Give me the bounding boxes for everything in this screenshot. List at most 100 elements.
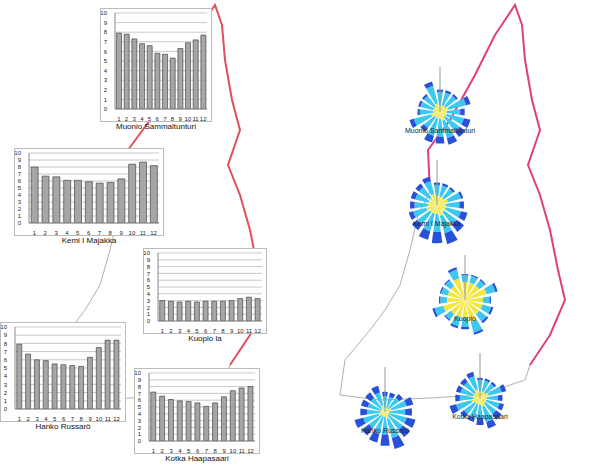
svg-text:11: 11 <box>239 448 246 453</box>
svg-text:8: 8 <box>147 264 151 270</box>
svg-text:1: 1 <box>117 116 121 121</box>
svg-text:8: 8 <box>104 29 108 35</box>
svg-text:7: 7 <box>163 116 167 121</box>
svg-text:7: 7 <box>138 391 142 397</box>
svg-text:5: 5 <box>53 416 57 421</box>
svg-text:2: 2 <box>44 230 48 235</box>
svg-text:6: 6 <box>155 116 159 121</box>
svg-text:4: 4 <box>44 416 48 421</box>
svg-text:5: 5 <box>76 230 80 235</box>
svg-text:6: 6 <box>147 277 151 283</box>
svg-text:6: 6 <box>62 416 66 421</box>
svg-text:10: 10 <box>230 448 237 453</box>
svg-text:1: 1 <box>18 416 22 421</box>
svg-text:4: 4 <box>104 68 108 74</box>
svg-text:2: 2 <box>161 448 165 453</box>
svg-text:6: 6 <box>87 230 91 235</box>
svg-text:6: 6 <box>18 178 22 184</box>
svg-text:10: 10 <box>184 116 191 121</box>
svg-text:3: 3 <box>54 230 58 235</box>
svg-text:10: 10 <box>129 230 136 235</box>
svg-text:1: 1 <box>147 311 151 317</box>
svg-text:3: 3 <box>18 199 22 205</box>
svg-text:12: 12 <box>247 448 254 453</box>
svg-text:10: 10 <box>144 250 151 256</box>
svg-text:10: 10 <box>15 150 22 156</box>
svg-text:3: 3 <box>169 448 173 453</box>
svg-text:1: 1 <box>104 97 108 103</box>
svg-text:8: 8 <box>221 328 225 333</box>
svg-text:8: 8 <box>18 164 22 170</box>
svg-text:3: 3 <box>104 77 108 83</box>
svg-text:7: 7 <box>104 39 108 45</box>
svg-text:2: 2 <box>125 116 129 121</box>
svg-text:8: 8 <box>171 116 175 121</box>
svg-text:9: 9 <box>138 377 142 383</box>
svg-text:9: 9 <box>147 257 151 263</box>
svg-text:3: 3 <box>147 298 151 304</box>
svg-text:1: 1 <box>152 448 156 453</box>
svg-text:7: 7 <box>147 271 151 277</box>
svg-text:10: 10 <box>101 10 108 16</box>
svg-text:1: 1 <box>161 328 165 333</box>
svg-text:3: 3 <box>132 116 136 121</box>
svg-text:9: 9 <box>178 116 182 121</box>
svg-text:10: 10 <box>135 370 142 376</box>
svg-text:5: 5 <box>187 448 191 453</box>
svg-text:6: 6 <box>196 448 200 453</box>
svg-text:5: 5 <box>138 404 142 410</box>
svg-text:11: 11 <box>246 328 253 333</box>
svg-text:8: 8 <box>80 416 84 421</box>
svg-text:3: 3 <box>138 418 142 424</box>
svg-text:7: 7 <box>98 230 102 235</box>
svg-text:1: 1 <box>33 230 37 235</box>
svg-text:12: 12 <box>200 116 207 121</box>
svg-text:10: 10 <box>237 328 244 333</box>
svg-text:12: 12 <box>150 230 157 235</box>
svg-text:7: 7 <box>213 328 217 333</box>
svg-text:6: 6 <box>104 49 108 55</box>
svg-text:6: 6 <box>138 397 142 403</box>
svg-text:9: 9 <box>88 416 92 421</box>
svg-text:5: 5 <box>148 116 152 121</box>
svg-text:4: 4 <box>178 448 182 453</box>
svg-text:3: 3 <box>35 416 39 421</box>
svg-text:5: 5 <box>104 58 108 64</box>
svg-text:8: 8 <box>109 230 113 235</box>
svg-text:0: 0 <box>104 106 108 112</box>
svg-text:9: 9 <box>222 448 226 453</box>
svg-text:4: 4 <box>140 116 144 121</box>
svg-text:12: 12 <box>113 416 120 421</box>
svg-text:6: 6 <box>204 328 208 333</box>
svg-text:0: 0 <box>18 220 22 226</box>
svg-text:7: 7 <box>18 171 22 177</box>
svg-text:9: 9 <box>18 157 22 163</box>
svg-text:8: 8 <box>138 384 142 390</box>
svg-text:9: 9 <box>230 328 234 333</box>
svg-text:2: 2 <box>18 206 22 212</box>
svg-text:8: 8 <box>214 448 218 453</box>
svg-text:4: 4 <box>18 192 22 198</box>
svg-text:9: 9 <box>104 20 108 26</box>
svg-text:5: 5 <box>195 328 199 333</box>
svg-text:10: 10 <box>96 416 103 421</box>
svg-text:0: 0 <box>138 438 142 444</box>
svg-text:11: 11 <box>140 230 147 235</box>
svg-text:7: 7 <box>71 416 75 421</box>
svg-text:3: 3 <box>178 328 182 333</box>
svg-text:2: 2 <box>27 416 31 421</box>
svg-text:12: 12 <box>254 328 261 333</box>
svg-text:4: 4 <box>138 411 142 417</box>
svg-text:4: 4 <box>147 291 151 297</box>
svg-text:5: 5 <box>147 284 151 290</box>
svg-text:2: 2 <box>169 328 173 333</box>
svg-text:2: 2 <box>104 87 108 93</box>
svg-text:4: 4 <box>187 328 191 333</box>
svg-text:4: 4 <box>65 230 69 235</box>
svg-text:2: 2 <box>147 305 151 311</box>
svg-text:11: 11 <box>192 116 199 121</box>
svg-text:1: 1 <box>138 431 142 437</box>
svg-text:9: 9 <box>119 230 123 235</box>
svg-text:1: 1 <box>18 213 22 219</box>
svg-text:7: 7 <box>205 448 209 453</box>
